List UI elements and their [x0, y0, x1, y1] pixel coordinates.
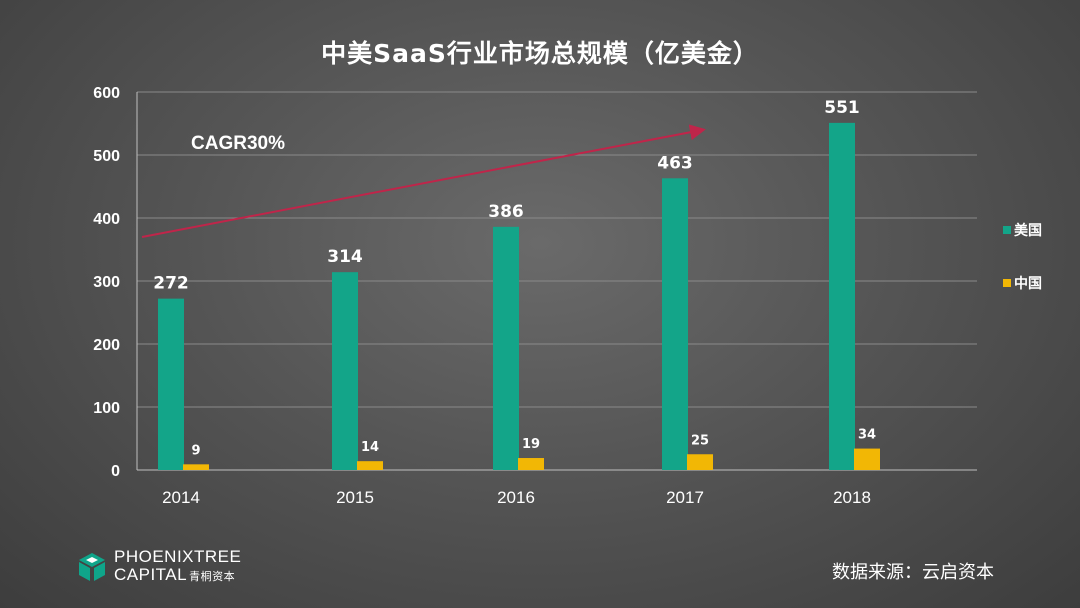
- data-label-cn: 14: [361, 440, 379, 455]
- data-labels: 272 9 314 14 386 19 463 25 551 34: [153, 98, 876, 458]
- y-axis: 0 100 200 300 400 500 600: [93, 85, 120, 480]
- y-tick-label: 400: [93, 211, 120, 228]
- y-tick-label: 0: [111, 463, 120, 480]
- y-tick-label: 200: [93, 337, 120, 354]
- data-label-us: 272: [153, 274, 189, 294]
- bar-us: [829, 122, 855, 471]
- legend-label-us: 美国: [1014, 223, 1042, 239]
- data-label-us: 551: [824, 98, 860, 118]
- logo-line1: PHOENIXTREE: [114, 547, 242, 566]
- legend-swatch-cn: [1003, 279, 1011, 287]
- data-label-cn: 25: [691, 433, 709, 448]
- cagr-arrow: [141, 124, 706, 238]
- logo-icon: [79, 553, 105, 581]
- x-tick-label: 2016: [497, 488, 535, 507]
- cagr-label: CAGR30%: [191, 133, 285, 154]
- bar-cn: [687, 454, 713, 470]
- legend-label-cn: 中国: [1014, 276, 1042, 292]
- legend-swatch-us: [1003, 226, 1011, 234]
- data-label-us: 314: [327, 247, 363, 267]
- bar-us: [662, 178, 688, 470]
- x-tick-label: 2018: [833, 488, 871, 507]
- bar-cn: [357, 461, 383, 470]
- bar-cn: [854, 448, 880, 470]
- bar-us: [158, 298, 184, 470]
- data-label-cn: 34: [858, 428, 876, 443]
- legend-item-cn: 中国: [1003, 273, 1042, 293]
- bar-cn: [518, 458, 544, 470]
- y-tick-label: 300: [93, 274, 120, 291]
- chart-title: 中美SaaS行业市场总规模（亿美金）: [321, 39, 759, 68]
- bar-us: [493, 226, 519, 470]
- legend-item-us: 美国: [1003, 220, 1042, 240]
- y-tick-label: 100: [93, 400, 120, 417]
- y-tick-label: 500: [93, 148, 120, 165]
- y-tick-label: 600: [93, 85, 120, 102]
- bar-cn: [183, 464, 209, 470]
- x-axis: 2014 2015 2016 2017 2018: [162, 488, 871, 507]
- x-tick-label: 2014: [162, 488, 200, 507]
- data-label-cn: 9: [191, 443, 200, 458]
- data-label-cn: 19: [522, 437, 540, 452]
- data-label-us: 386: [488, 202, 524, 222]
- bar-us: [332, 272, 358, 470]
- bars: [158, 122, 880, 471]
- data-label-us: 463: [657, 153, 693, 173]
- gridlines: [136, 91, 977, 471]
- logo-cn: 青桐资本: [189, 571, 236, 583]
- phoenixtree-logo: PHOENIXTREE CAPITAL 青桐资本: [78, 548, 241, 586]
- data-source: 数据来源：云启资本: [832, 562, 994, 583]
- x-tick-label: 2017: [666, 488, 704, 507]
- x-tick-label: 2015: [336, 488, 374, 507]
- logo-line2: CAPITAL: [114, 565, 188, 584]
